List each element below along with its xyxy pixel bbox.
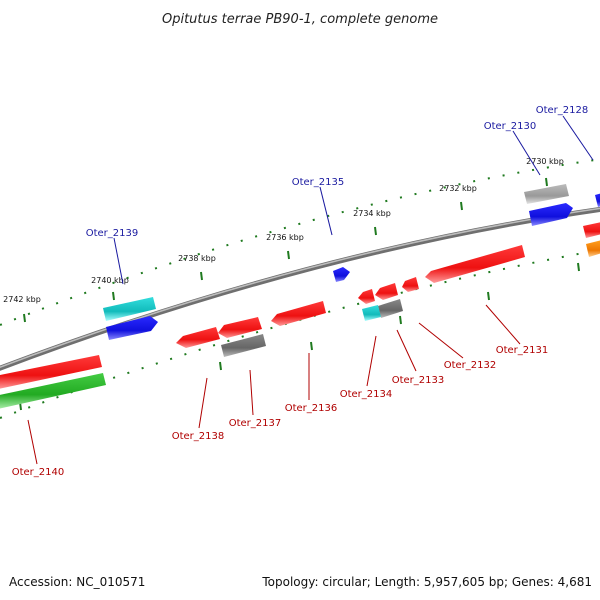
map-title: Opitutus terrae PB90-1, complete genome	[162, 12, 438, 27]
genome-backbone-highlight	[0, 207, 600, 369]
leader-line	[485, 304, 521, 345]
leader-line	[113, 237, 124, 285]
gene-label[interactable]: Oter_2135	[292, 177, 345, 188]
gene-feature[interactable]	[221, 334, 266, 357]
major-tick	[112, 291, 115, 301]
gene-feature[interactable]	[176, 327, 220, 348]
gene-label[interactable]: Oter_2133	[392, 375, 445, 386]
gene-feature[interactable]	[583, 222, 600, 238]
gene-label[interactable]: Oter_2140	[12, 467, 65, 478]
kbp-label: 2740 kbp	[91, 276, 129, 285]
label-leaders	[27, 115, 594, 465]
gene-label[interactable]: Oter_2131	[496, 345, 549, 356]
leader-line	[249, 369, 254, 416]
leader-line	[512, 130, 541, 176]
gene-feature[interactable]	[333, 267, 350, 282]
major-tick	[287, 250, 290, 260]
major-tick	[487, 291, 490, 301]
major-tick	[23, 313, 26, 323]
gene-feature[interactable]	[271, 301, 326, 326]
genome-summary-text: Topology: circular; Length: 5,957,605 bp…	[261, 575, 592, 589]
kbp-label: 2734 kbp	[353, 209, 391, 218]
gene-feature[interactable]	[529, 203, 573, 226]
gene-feature[interactable]	[218, 317, 262, 338]
kbp-label: 2736 kbp	[266, 233, 304, 242]
gene-feature[interactable]	[0, 373, 106, 409]
kbp-label: 2730 kbp	[526, 157, 564, 166]
major-tick	[310, 341, 313, 351]
major-tick	[219, 361, 222, 371]
leader-line	[418, 322, 464, 359]
gene-feature[interactable]	[378, 299, 403, 318]
gene-label[interactable]: Oter_2136	[285, 403, 338, 414]
gene-label[interactable]: Oter_2132	[444, 360, 497, 371]
gene-feature[interactable]	[586, 240, 600, 257]
kbp-label: 2742 kbp	[3, 295, 41, 304]
major-tick	[399, 315, 402, 325]
kbp-label: 2738 kbp	[178, 254, 216, 263]
gene-feature[interactable]	[106, 316, 158, 340]
major-tick	[577, 262, 580, 272]
gene-feature[interactable]	[402, 277, 419, 292]
leader-line	[198, 377, 208, 429]
gene-label[interactable]: Oter_2139	[86, 228, 139, 239]
gene-label[interactable]: Oter_2128	[536, 105, 589, 116]
leader-line	[396, 329, 417, 372]
gene-feature[interactable]	[425, 245, 525, 283]
major-tick	[200, 271, 203, 281]
leader-line	[366, 335, 377, 387]
kbp-label: 2732 kbp	[439, 184, 477, 193]
gene-feature[interactable]	[375, 283, 398, 300]
leader-line	[27, 419, 38, 465]
major-tick	[374, 226, 377, 236]
gene-feature[interactable]	[358, 289, 375, 304]
gene-feature[interactable]	[362, 305, 381, 321]
major-tick	[460, 201, 463, 211]
gene-feature[interactable]	[595, 193, 600, 207]
major-ticks	[19, 177, 580, 411]
gene-feature[interactable]	[103, 297, 156, 321]
major-tick	[545, 177, 548, 187]
gene-label[interactable]: Oter_2130	[484, 121, 537, 132]
gene-label[interactable]: Oter_2138	[172, 431, 225, 442]
leader-line	[319, 186, 333, 236]
accession-text: Accession: NC_010571	[9, 575, 145, 589]
gene-feature[interactable]	[524, 184, 569, 204]
gene-feature[interactable]	[0, 355, 102, 389]
genome-backbone	[0, 206, 600, 371]
leader-line	[562, 115, 594, 161]
gene-label[interactable]: Oter_2134	[340, 389, 393, 400]
gene-label[interactable]: Oter_2137	[229, 418, 282, 429]
